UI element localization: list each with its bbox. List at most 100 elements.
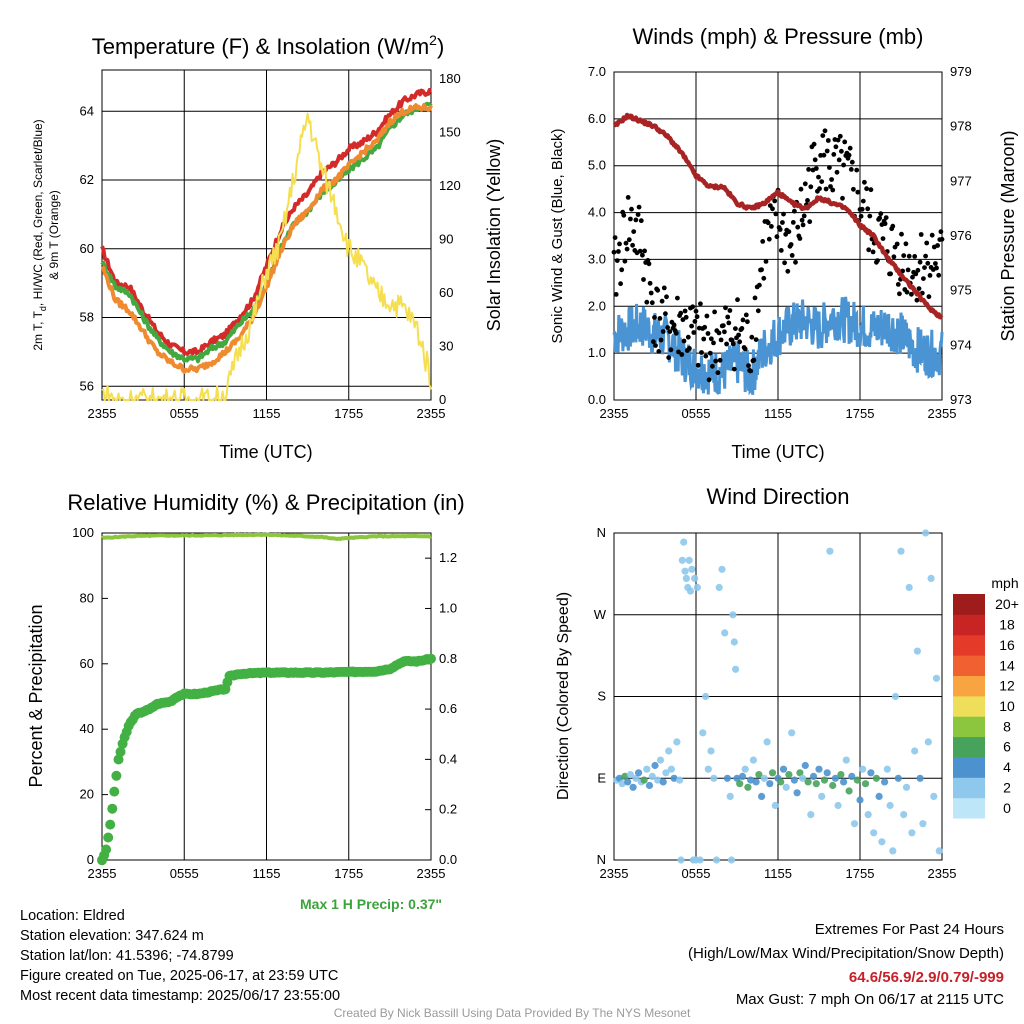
wind-gust-point bbox=[865, 206, 871, 212]
direction-point bbox=[777, 778, 785, 786]
wind-gust-point bbox=[723, 305, 728, 311]
winds-xlabel: Time (UTC) bbox=[731, 442, 824, 462]
station-info: Location: Eldred Station elevation: 347.… bbox=[20, 906, 340, 1006]
direction-point bbox=[867, 769, 875, 777]
wind-gust-point bbox=[793, 259, 798, 265]
wind-gust-point bbox=[716, 330, 722, 336]
direction-point bbox=[665, 747, 673, 755]
direction-point bbox=[755, 771, 763, 779]
direction-point bbox=[924, 738, 932, 746]
direction-point bbox=[831, 774, 840, 782]
wind-gust-point bbox=[708, 336, 714, 342]
wind-gust-point bbox=[829, 177, 834, 182]
wind-gust-point bbox=[855, 189, 861, 195]
wind-gust-point bbox=[668, 347, 674, 353]
wind-gust-point bbox=[636, 204, 642, 210]
direction-point bbox=[861, 780, 870, 788]
colorbar-label: 18 bbox=[999, 617, 1015, 633]
wind-gust-point bbox=[743, 312, 749, 318]
wind-gust-point bbox=[866, 247, 872, 253]
direction-point bbox=[845, 787, 853, 795]
direction-point bbox=[691, 574, 699, 583]
wind-gust-point bbox=[840, 195, 845, 201]
colorbar-swatch bbox=[953, 777, 985, 799]
temperature-plot-area: 2355 0555 1155 1755 2355 56 58 60 62 64 0 30 60 90 120… bbox=[80, 69, 461, 421]
precip-point bbox=[105, 819, 116, 830]
precip-ytick-label: 0.0 bbox=[439, 852, 457, 867]
colorbar-label: 4 bbox=[1003, 759, 1011, 775]
wind-gust-point bbox=[805, 198, 810, 203]
wind-gust-point bbox=[806, 167, 811, 172]
wind-gust-point bbox=[842, 139, 848, 145]
wind-gust-point bbox=[663, 311, 668, 317]
wind-gust-point bbox=[730, 341, 736, 347]
direction-point bbox=[749, 756, 758, 764]
direction-point bbox=[733, 774, 741, 782]
temperature-y2tick-label: 30 bbox=[439, 338, 453, 353]
wind-gust-point bbox=[655, 287, 661, 293]
wind-gust-point bbox=[682, 308, 688, 314]
direction-point bbox=[820, 776, 829, 784]
direction-point bbox=[889, 847, 897, 855]
direction-point bbox=[730, 638, 738, 646]
direction-point bbox=[729, 611, 737, 619]
direction-point bbox=[696, 856, 704, 864]
wind-gust-point bbox=[617, 241, 622, 247]
direction-xtick-label: 0555 bbox=[682, 866, 711, 881]
wind-gust-point bbox=[785, 268, 791, 274]
wind-gust-point bbox=[717, 357, 723, 363]
direction-point bbox=[682, 574, 691, 583]
wind-gust-point bbox=[781, 211, 786, 217]
temperature-title: Temperature (F) & Insolation (W/m2) bbox=[92, 32, 445, 59]
temperature-ytick-label: 56 bbox=[80, 378, 94, 393]
wind-gust-point bbox=[799, 217, 805, 223]
direction-point bbox=[878, 838, 886, 846]
extremes-values: 64.6/56.9/2.9/0.79/-999 bbox=[848, 969, 1004, 986]
direction-point bbox=[702, 692, 710, 701]
wind-gust-point bbox=[694, 314, 700, 320]
colorbar-swatch bbox=[953, 736, 985, 758]
wind-gust-point bbox=[836, 157, 842, 163]
wind-gust-point bbox=[657, 316, 663, 321]
precip-point bbox=[109, 786, 120, 797]
station-latlon: Station lat/lon: 41.5396; -74.8799 bbox=[20, 948, 234, 964]
extremes-subtitle: (High/Low/Max Wind/Precipitation/Snow De… bbox=[688, 945, 1004, 962]
direction-point bbox=[771, 801, 779, 810]
wind-gust-point bbox=[614, 258, 620, 263]
direction-point bbox=[922, 529, 930, 537]
wind-gust-point bbox=[778, 248, 784, 253]
winds-xtick-label: 2355 bbox=[600, 406, 629, 421]
direction-xtick-label: 2355 bbox=[928, 866, 957, 881]
wind-gust-point bbox=[751, 357, 757, 363]
wind-gust-point bbox=[933, 261, 938, 266]
wind-gust-point bbox=[631, 229, 637, 235]
wind-gust-point bbox=[797, 236, 803, 241]
wind-gust-point bbox=[622, 258, 628, 264]
wind-gust-point bbox=[661, 285, 667, 291]
precip-point bbox=[113, 754, 124, 765]
direction-point bbox=[809, 772, 818, 781]
direction-point bbox=[793, 789, 801, 797]
wind-gust-point bbox=[849, 159, 855, 165]
wind-gust-point bbox=[914, 297, 920, 303]
wind-gust-point bbox=[934, 265, 939, 271]
direction-point bbox=[678, 556, 686, 564]
direction-point bbox=[801, 761, 809, 770]
wind-gust-point bbox=[925, 260, 931, 266]
winds-ylabel: Sonic Wind & Gust (Blue, Black) bbox=[549, 128, 566, 343]
wind-gust-point bbox=[926, 294, 932, 300]
direction-ytick-label: N bbox=[597, 525, 606, 540]
direction-point bbox=[648, 772, 656, 781]
winds-xtick-label: 0555 bbox=[682, 406, 711, 421]
wind-gust-point bbox=[891, 254, 897, 260]
credit-line: Created By Nick Bassill Using Data Provi… bbox=[333, 1006, 691, 1020]
wind-gust-point bbox=[811, 141, 817, 147]
winds-xtick-label: 1755 bbox=[846, 406, 875, 421]
direction-point bbox=[629, 783, 637, 791]
wind-gust-point bbox=[652, 315, 657, 320]
direction-point bbox=[908, 829, 916, 837]
direction-point bbox=[693, 583, 702, 592]
direction-point bbox=[673, 738, 681, 746]
wind-gust-point bbox=[658, 337, 664, 343]
wind-gust-point bbox=[759, 267, 764, 273]
